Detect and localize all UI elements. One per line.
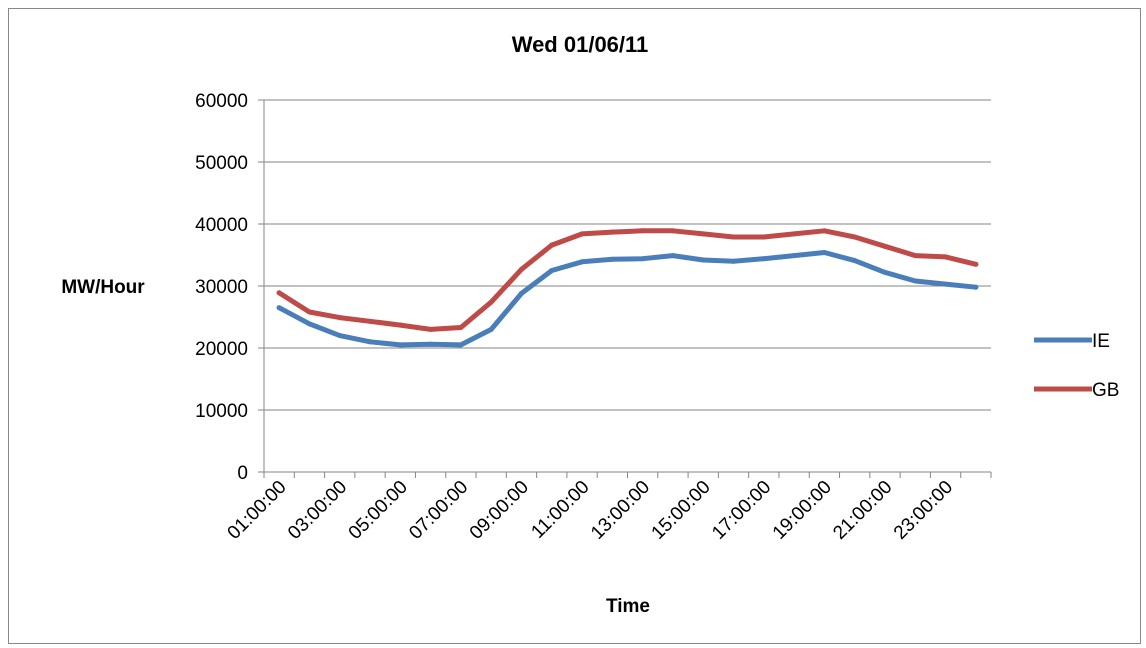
data-point-ie — [700, 257, 706, 263]
data-point-ie — [488, 326, 494, 332]
data-point-gb — [791, 231, 797, 237]
data-point-ie — [640, 256, 646, 262]
data-point-ie — [821, 250, 827, 256]
data-point-gb — [609, 229, 615, 235]
data-point-ie — [761, 256, 767, 262]
x-tick-label: 01:00:00 — [224, 477, 291, 544]
data-point-ie — [518, 290, 524, 296]
data-point-gb — [973, 261, 979, 267]
y-tick-label: 0 — [237, 463, 248, 484]
y-tick-label: 30000 — [195, 277, 248, 298]
data-point-gb — [276, 290, 282, 296]
x-tick-label: 21:00:00 — [829, 477, 896, 544]
data-point-ie — [791, 253, 797, 259]
x-tick-label: 09:00:00 — [466, 477, 533, 544]
data-point-gb — [488, 299, 494, 305]
data-point-gb — [458, 325, 464, 331]
data-point-ie — [670, 253, 676, 259]
x-tick-label: 17:00:00 — [708, 477, 775, 544]
x-tick-label: 05:00:00 — [345, 477, 412, 544]
data-point-ie — [549, 268, 555, 273]
data-point-gb — [761, 234, 767, 240]
data-point-gb — [306, 309, 312, 315]
data-point-ie — [609, 256, 615, 262]
x-tick-label: 11:00:00 — [527, 477, 593, 543]
data-point-gb — [640, 228, 646, 234]
series-line-ie — [276, 250, 979, 348]
x-tick-label: 19:00:00 — [769, 477, 836, 544]
data-point-ie — [882, 269, 888, 275]
data-point-ie — [852, 258, 858, 264]
y-tick-label: 50000 — [195, 153, 248, 174]
data-point-gb — [852, 234, 858, 240]
data-point-gb — [397, 322, 403, 328]
data-point-gb — [549, 242, 555, 248]
gridlines — [264, 99, 991, 473]
chart-frame — [8, 8, 1141, 644]
data-point-ie — [428, 341, 434, 347]
data-point-gb — [428, 326, 434, 332]
data-point-ie — [912, 278, 918, 284]
x-tick-label: 15:00:00 — [648, 477, 715, 544]
x-tick-label: 03:00:00 — [284, 477, 351, 544]
data-point-gb — [943, 254, 949, 260]
x-tick-label: 07:00:00 — [405, 477, 472, 544]
data-point-gb — [912, 253, 918, 259]
data-point-ie — [306, 321, 312, 327]
y-axis-ticks: 0 10000 20000 30000 40000 50000 60000 — [195, 91, 264, 484]
data-point-gb — [821, 228, 827, 234]
data-point-gb — [882, 243, 888, 249]
data-point-ie — [276, 305, 282, 311]
data-point-ie — [337, 333, 343, 339]
data-point-gb — [731, 234, 737, 240]
y-tick-label: 20000 — [195, 339, 248, 360]
data-point-ie — [458, 342, 464, 348]
data-point-ie — [367, 339, 373, 345]
legend-label-gb: GB — [1092, 380, 1119, 401]
data-point-gb — [579, 231, 585, 237]
data-point-ie — [731, 258, 737, 264]
data-point-ie — [397, 342, 403, 348]
data-point-gb — [700, 231, 706, 237]
data-point-ie — [973, 284, 979, 290]
data-point-ie — [943, 281, 949, 287]
chart-title: Wed 01/06/11 — [512, 32, 649, 57]
legend-label-ie: IE — [1092, 331, 1110, 352]
y-axis-label: MW/Hour — [61, 277, 145, 298]
x-axis-label: Time — [606, 596, 650, 617]
data-point-gb — [337, 315, 343, 321]
x-tick-label: 13:00:00 — [587, 477, 654, 544]
x-tick-label: 23:00:00 — [890, 477, 957, 544]
series-line-gb — [276, 228, 979, 332]
data-point-gb — [670, 228, 676, 234]
legend: IE GB — [1034, 331, 1119, 401]
y-tick-label: 60000 — [195, 91, 248, 112]
y-tick-label: 10000 — [195, 401, 248, 422]
data-point-ie — [579, 259, 585, 265]
y-tick-label: 40000 — [195, 215, 248, 236]
series-lines — [276, 228, 979, 348]
x-axis: 01:00:0003:00:0005:00:0007:00:0009:00:00… — [224, 100, 992, 544]
data-point-gb — [367, 318, 373, 324]
data-point-gb — [518, 266, 524, 272]
